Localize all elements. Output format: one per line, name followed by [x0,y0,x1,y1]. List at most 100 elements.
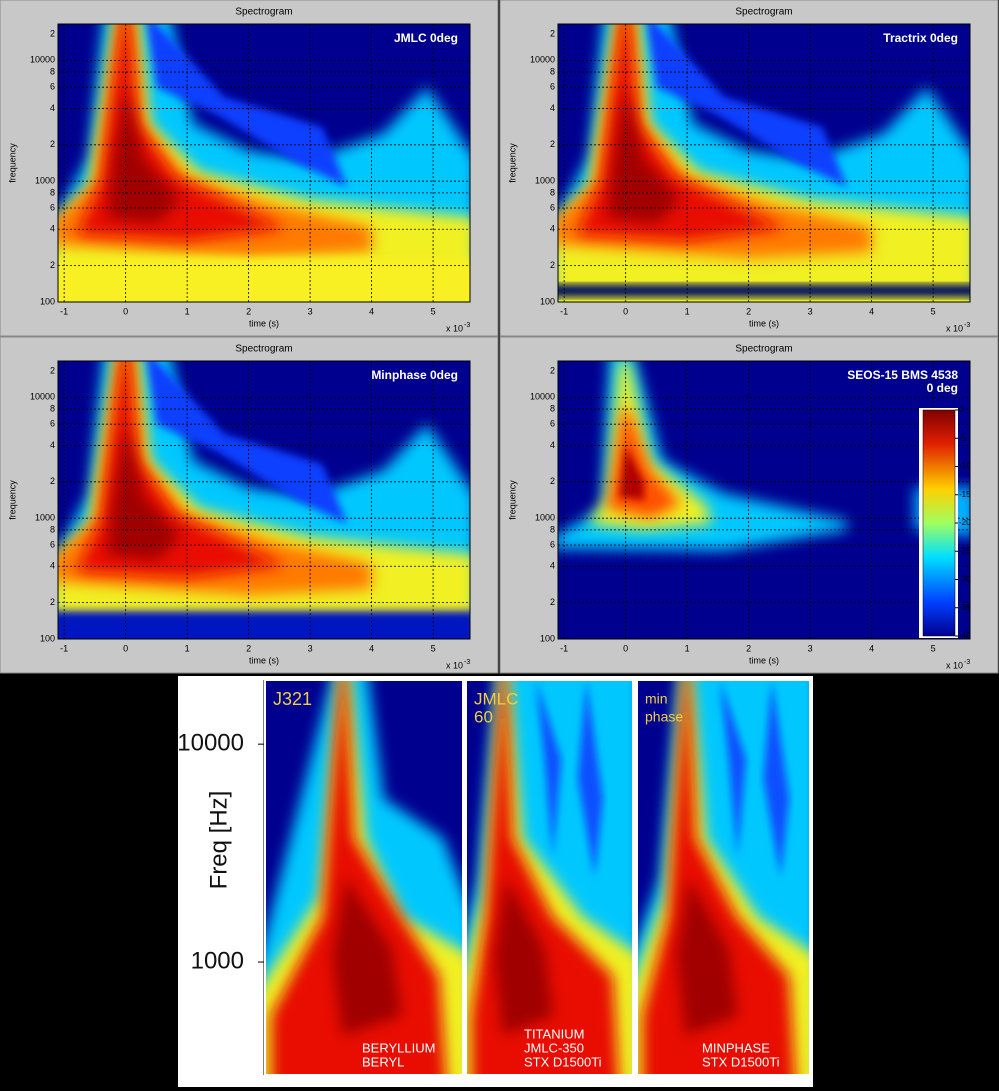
panel-note: STX D1500Ti [524,1054,602,1069]
y-tick-label: 8 [550,187,555,197]
panel: Spectrogram-1 0 1 2 3 4 5100246810002468100002… [0,336,499,674]
y-tick-label: 2 [550,139,555,149]
heat-region [494,877,553,1036]
heatmap [466,680,633,1075]
colorbar-tick-label: -35 [959,603,971,612]
y-tick-label: 4 [550,561,555,571]
heatmap [637,680,810,1075]
x-tick-label: 4 [869,306,874,316]
panel-label: phase [645,709,683,725]
heat-region [146,361,348,524]
y-tick-label: 10000 [530,392,555,402]
colorbar-tick-label: -15 [959,490,971,499]
x-axis-label: time (s) [249,655,279,665]
colorbar-tick-label: -5 [959,433,967,442]
y-axis-label: frequency [7,480,17,520]
y-tick-label: 8 [550,524,555,534]
heat-region [577,680,603,878]
heat-region [58,258,470,302]
y-tick-label: 2 [550,28,555,38]
heat-region [536,680,562,858]
y-tick-label: 8 [50,66,55,76]
panel-label: 60 [474,707,493,726]
x-tick-label: 2 [746,306,751,316]
y-tick-label: 6 [50,539,55,549]
y-tick-label: 2 [50,260,55,270]
x-axis-label: time (s) [749,318,779,328]
x-multiplier: x 10 [946,323,963,333]
y-tick-label: 1000 [35,513,55,523]
annotation: JMLC 0deg [394,31,458,45]
colorbar-tick-label: -25 [959,546,971,555]
y-tick-label: 4 [50,561,55,571]
x-axis-label: time (s) [749,655,779,665]
x-tick-label: 0 [623,306,628,316]
x-tick-label: 0 [123,643,128,653]
heat-region [146,24,348,187]
x-tick-label: 2 [746,643,751,653]
y-tick-label: 8 [550,66,555,76]
y-tick-label: 1000 [535,513,555,523]
y-tick-label: 2 [550,260,555,270]
x-multiplier-exponent: -3 [464,659,470,666]
y-tick-label: 8 [50,403,55,413]
chart-title: Spectrogram [735,344,792,355]
y-tick-label: 2 [50,139,55,149]
panel-note: MINPHASE [702,1040,770,1055]
y-axis-label: frequency [507,143,517,183]
y-tick-label: 2 [50,476,55,486]
panel-frame [465,679,634,1076]
heatmap [265,680,463,1075]
panel-note: BERYLLIUM [362,1040,435,1055]
y-tick-label: 4 [550,103,555,113]
x-tick-label: 4 [369,643,374,653]
x-tick-label: 1 [185,643,190,653]
x-tick-label: 3 [308,643,313,653]
x-tick-label: 5 [431,643,436,653]
x-tick-label: 4 [869,643,874,653]
colorbar-tick-label: -10 [959,462,971,471]
y-tick-label: 2 [550,365,555,375]
panel-note: TITANIUM [524,1026,584,1041]
heat-region [763,680,790,878]
colorbar-tick-label: -40 [959,631,971,640]
heatmap [558,24,970,302]
y-tick-label: 4 [50,224,55,234]
x-multiplier-exponent: -3 [464,322,470,329]
x-multiplier: x 10 [946,660,963,670]
x-tick-label: 1 [685,643,690,653]
y-tick-label: 2 [50,597,55,607]
x-tick-label: 0 [123,306,128,316]
x-tick-label: 3 [808,306,813,316]
x-multiplier: x 10 [446,660,463,670]
x-tick-label: 5 [431,306,436,316]
x-tick-label: 3 [308,306,313,316]
panel: Spectrogram-1 0 1 2 3 4 5100246810002468100002… [499,0,999,337]
y-tick-label: 8 [550,403,555,413]
heat-region [558,284,970,297]
y-tick-label: 1000 [35,176,55,186]
x-multiplier-exponent: -3 [964,659,970,666]
y-tick-label: 100 [540,296,555,306]
x-tick-label: 0 [623,643,628,653]
x-tick-label: -1 [60,643,68,653]
x-tick-label: 3 [808,643,813,653]
y-tick-label: 2 [550,597,555,607]
x-multiplier-exponent: -3 [964,322,970,329]
y-tick-label: 4 [550,224,555,234]
panel-note: BERYL [362,1054,404,1069]
panel-frame [636,679,811,1076]
chart-title: Spectrogram [235,7,292,18]
chart-title: Spectrogram [735,7,792,18]
y-tick-label: 6 [550,202,555,212]
heatmap [58,361,470,639]
y-tick-label: 8 [50,524,55,534]
y-tick-label: 1000 [535,176,555,186]
heat-region [332,877,402,1036]
annotation: SEOS-15 BMS 4538 [847,368,958,382]
